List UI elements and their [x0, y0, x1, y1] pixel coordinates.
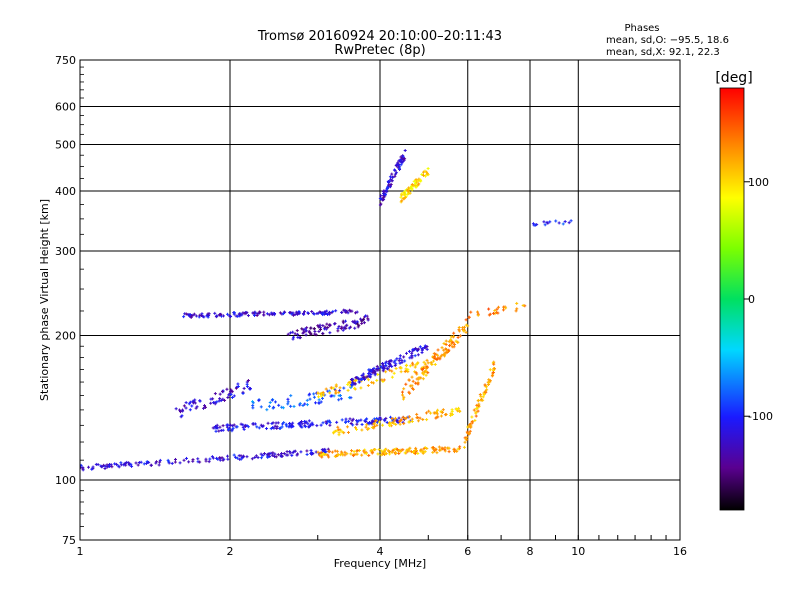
x-tick-label: 6 — [464, 545, 471, 558]
data-points — [80, 149, 573, 472]
chart-title: Tromsø 20160924 20:10:00–20:11:43 — [257, 29, 502, 44]
y-tick-label: 100 — [55, 474, 76, 487]
colorbar-tick-label: 0 — [748, 293, 755, 306]
chart-subtitle: RwPretec (8p) — [334, 43, 425, 58]
x-tick-label: 1 — [77, 545, 84, 558]
x-tick-label: 4 — [377, 545, 384, 558]
y-tick-label: 500 — [55, 139, 76, 152]
colorbar-tick-label: 100 — [748, 176, 769, 189]
colorbar-tick-label: -100 — [748, 410, 773, 423]
colorbar-ticks: 100 0 -100 — [744, 176, 773, 423]
y-tick-label: 600 — [55, 101, 76, 114]
y-axis-label: Stationary phase Virtual Height [km] — [38, 199, 51, 401]
phase-mean-x: mean, sd,X: 92.1, 22.3 — [606, 47, 720, 58]
axis-ticks: 1 2 4 6 8 10 16 75 100 200 300 400 500 600 750 — [55, 54, 687, 558]
grid — [80, 60, 680, 540]
y-tick-label: 200 — [55, 330, 76, 343]
phase-mean-o: mean, sd,O: −95.5, 18.6 — [606, 35, 729, 46]
colorbar — [719, 87, 745, 511]
y-tick-label: 75 — [62, 534, 76, 547]
x-axis-label: Frequency [MHz] — [334, 557, 426, 570]
colorbar-label: [deg] — [715, 70, 752, 86]
y-tick-label: 300 — [55, 245, 76, 258]
x-tick-label: 16 — [673, 545, 687, 558]
phase-heading: Phases — [624, 23, 659, 34]
y-tick-label: 400 — [55, 185, 76, 198]
x-tick-label: 8 — [527, 545, 534, 558]
y-tick-label: 750 — [55, 54, 76, 67]
x-tick-label: 2 — [227, 545, 234, 558]
x-tick-label: 10 — [571, 545, 585, 558]
